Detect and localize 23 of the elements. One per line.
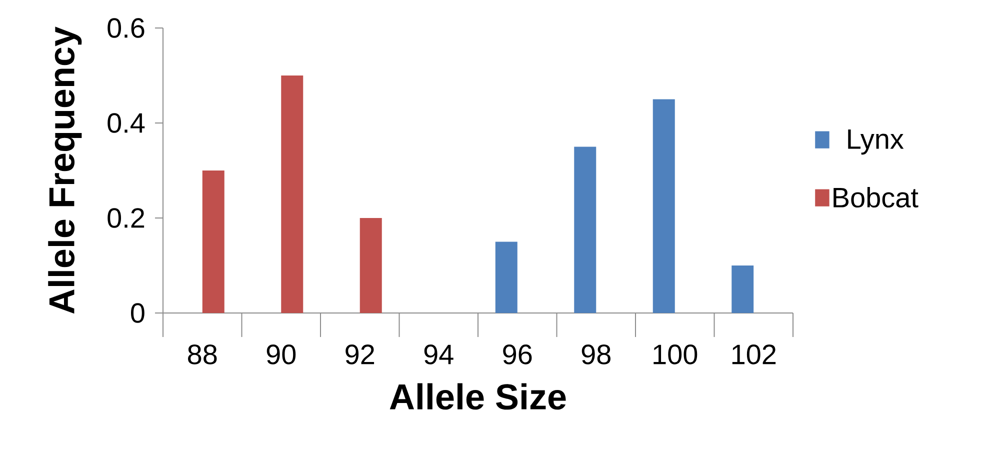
y-tick-label: 0.2	[108, 208, 144, 228]
y-tick-label: 0.4	[108, 113, 145, 133]
x-tick-label: 100	[654, 344, 698, 364]
y-axis-title: Allele Frequency	[48, 26, 82, 314]
x-tick-label: 92	[346, 344, 374, 364]
bar	[652, 99, 675, 313]
y-tick-label: 0.6	[108, 18, 144, 38]
y-tick-label: 0	[130, 303, 144, 323]
x-axis-title: Allele Size	[390, 383, 566, 410]
bar	[574, 146, 596, 313]
bar	[281, 76, 304, 313]
bar	[732, 266, 754, 313]
bar	[495, 242, 518, 313]
x-tick-label: 102	[732, 344, 776, 364]
bar	[360, 218, 382, 313]
x-tick-label: 96	[503, 344, 532, 364]
bar	[202, 170, 224, 313]
x-tick-label: 98	[582, 344, 610, 364]
x-tick-label: 90	[266, 344, 296, 364]
legend-label: Bobcat	[834, 187, 918, 208]
x-tick-label: 94	[424, 344, 454, 364]
legend-label: Lynx	[848, 130, 904, 155]
x-tick-label: 88	[188, 344, 217, 364]
